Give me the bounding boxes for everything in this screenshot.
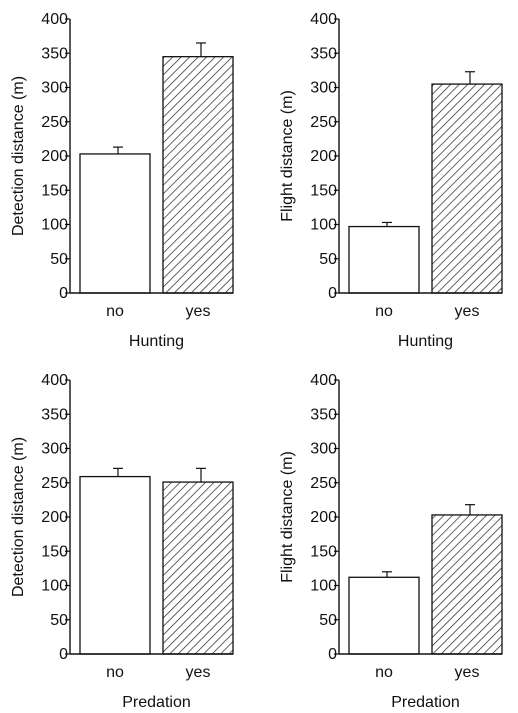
y-tick-label: 350 xyxy=(41,406,68,423)
y-tick-label: 100 xyxy=(310,217,337,234)
chart-panel-4: no yes 0 50 100 150 200 250 300 350 400 Predation Fl… xyxy=(279,372,503,711)
x-tick-label: no xyxy=(106,303,124,320)
y-tick-label: 150 xyxy=(310,182,337,199)
bar-yes xyxy=(431,514,503,655)
y-tick-label: 150 xyxy=(310,543,337,560)
y-tick-label: 350 xyxy=(41,45,68,62)
y-tick-label: 350 xyxy=(310,45,337,62)
y-tick-label: 250 xyxy=(41,475,68,492)
bar-no xyxy=(79,475,151,655)
y-tick-label: 200 xyxy=(41,509,68,526)
x-axis-label: Predation xyxy=(122,694,191,711)
y-tick-label: 100 xyxy=(310,578,337,595)
y-tick-label: 300 xyxy=(41,80,68,97)
y-tick-label: 0 xyxy=(328,285,337,302)
y-tick-label: 200 xyxy=(310,148,337,165)
bar-no xyxy=(348,225,420,294)
y-tick-label: 0 xyxy=(59,285,68,302)
chart-panel-2: no yes 0 50 100 150 200 250 300 350 400 Hunting Flig… xyxy=(279,11,503,350)
y-tick-label: 100 xyxy=(41,217,68,234)
y-tick-label: 100 xyxy=(41,578,68,595)
bar-yes xyxy=(162,56,234,294)
y-tick-label: 50 xyxy=(319,612,337,629)
y-axis-label: Flight distance (m) xyxy=(279,451,296,583)
y-tick-label: 150 xyxy=(41,543,68,560)
y-tick-label: 350 xyxy=(310,406,337,423)
bar-yes xyxy=(431,83,503,294)
y-tick-label: 400 xyxy=(41,372,68,389)
y-tick-label: 50 xyxy=(50,251,68,268)
y-tick-label: 50 xyxy=(319,251,337,268)
x-axis-label: Hunting xyxy=(398,333,453,350)
y-tick-label: 400 xyxy=(310,372,337,389)
y-axis-label: Flight distance (m) xyxy=(279,90,296,222)
x-tick-label: yes xyxy=(186,664,211,681)
y-tick-label: 200 xyxy=(310,509,337,526)
y-tick-label: 250 xyxy=(41,114,68,131)
bar-no xyxy=(79,153,151,294)
y-tick-label: 400 xyxy=(41,11,68,28)
x-axis-label: Predation xyxy=(391,694,460,711)
y-tick-label: 0 xyxy=(328,646,337,663)
y-tick-label: 300 xyxy=(41,441,68,458)
y-axis-label: Detection distance (m) xyxy=(10,437,27,597)
y-tick-label: 0 xyxy=(59,646,68,663)
x-tick-label: no xyxy=(106,664,124,681)
x-axis-label: Hunting xyxy=(129,333,184,350)
y-tick-label: 300 xyxy=(310,80,337,97)
y-tick-label: 250 xyxy=(310,114,337,131)
y-tick-label: 200 xyxy=(41,148,68,165)
y-tick-label: 150 xyxy=(41,182,68,199)
y-tick-label: 50 xyxy=(50,612,68,629)
x-tick-label: yes xyxy=(186,303,211,320)
y-tick-label: 250 xyxy=(310,475,337,492)
x-tick-label: yes xyxy=(455,303,480,320)
chart-panel-3: no yes 0 50 100 150 200 250 300 350 400 Predation De… xyxy=(10,372,234,711)
bar-no xyxy=(348,576,420,655)
x-tick-label: yes xyxy=(455,664,480,681)
y-tick-label: 300 xyxy=(310,441,337,458)
y-tick-label: 400 xyxy=(310,11,337,28)
bar-yes xyxy=(162,481,234,655)
x-tick-label: no xyxy=(375,664,393,681)
chart-panel-1: no yes 0 50 100 150 200 250 300 350 400 Hunting Dete… xyxy=(10,11,234,350)
x-tick-label: no xyxy=(375,303,393,320)
y-axis-label: Detection distance (m) xyxy=(10,76,27,236)
